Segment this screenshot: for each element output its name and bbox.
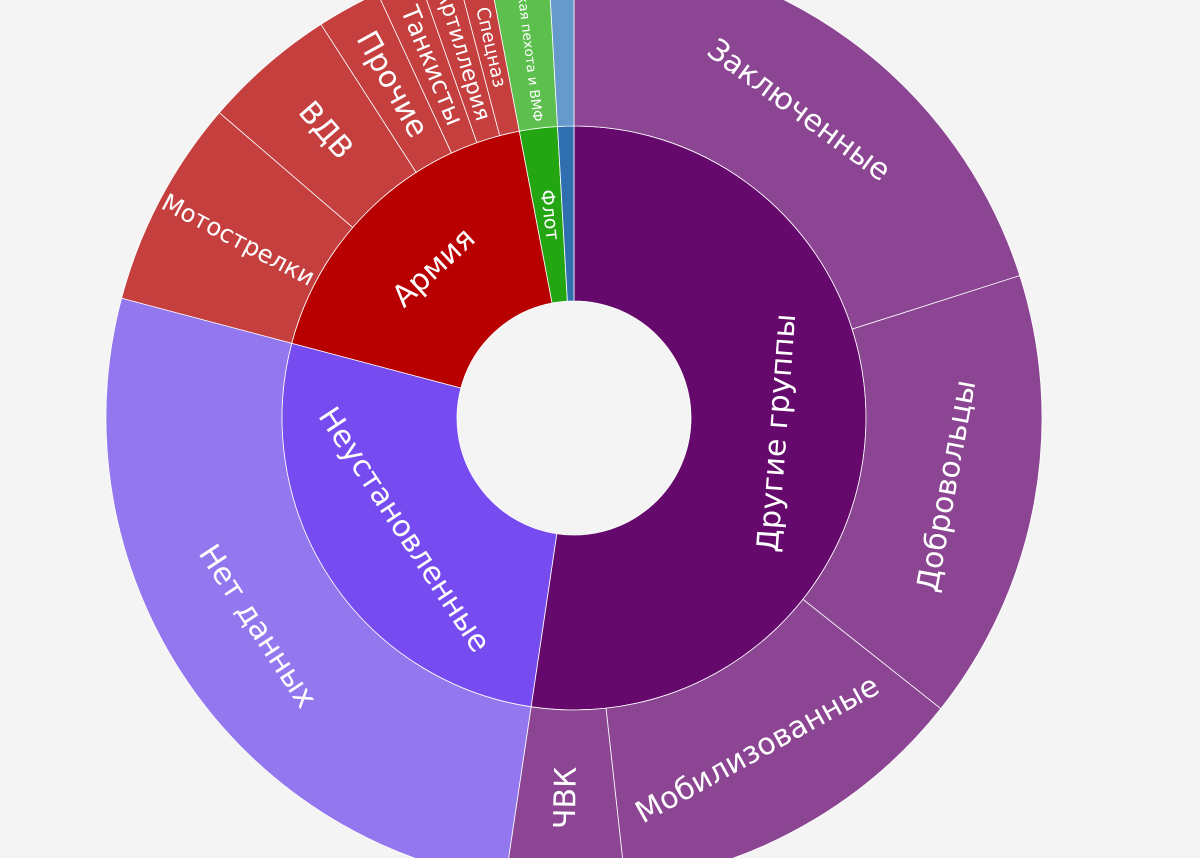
segment-label: ЧВК [548, 766, 584, 829]
outer-segment [105, 297, 532, 858]
outer-segment [605, 598, 942, 858]
outer-segment [549, 0, 575, 127]
outer-segment [573, 0, 1021, 330]
outer-segment [802, 275, 1043, 710]
